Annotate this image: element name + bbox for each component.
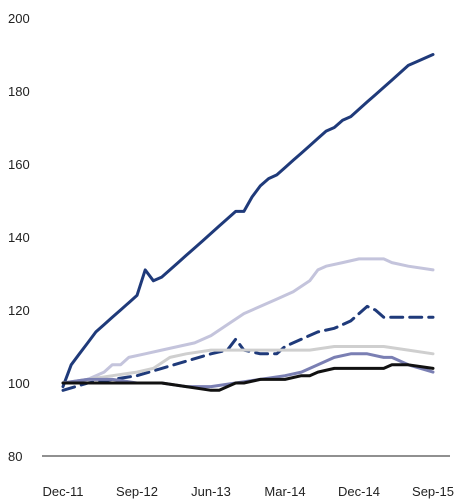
y-tick-label-100: 100 [8,376,30,391]
y-tick-label-160: 160 [8,157,30,172]
y-tick-label-140: 140 [8,230,30,245]
x-axis-ticks: Dec-11 Sep-12 Jun-13 Mar-14 Dec-14 Sep-15 [42,455,454,499]
y-tick-label-80: 80 [8,449,22,464]
series-line-1 [61,53,435,389]
x-tick-label-dec-14: Dec-14 [338,484,380,499]
x-tick-label-sep-15: Sep-15 [412,484,454,499]
x-tick-label-dec-11: Dec-11 [43,484,84,499]
series-layer [61,53,435,392]
series-line-3 [61,304,435,392]
x-tick-label-mar-14: Mar-14 [264,484,305,499]
x-tick-label-sep-12: Sep-12 [116,484,158,499]
series-line-2 [61,257,435,385]
y-tick-label-200: 200 [8,11,30,26]
y-axis-ticks: 80 100 120 140 160 180 200 [8,11,30,464]
y-tick-label-120: 120 [8,303,30,318]
series-line-4 [61,345,435,385]
y-tick-label-180: 180 [8,84,30,99]
series-line-6 [61,363,435,392]
x-tick-label-jun-13: Jun-13 [191,484,231,499]
